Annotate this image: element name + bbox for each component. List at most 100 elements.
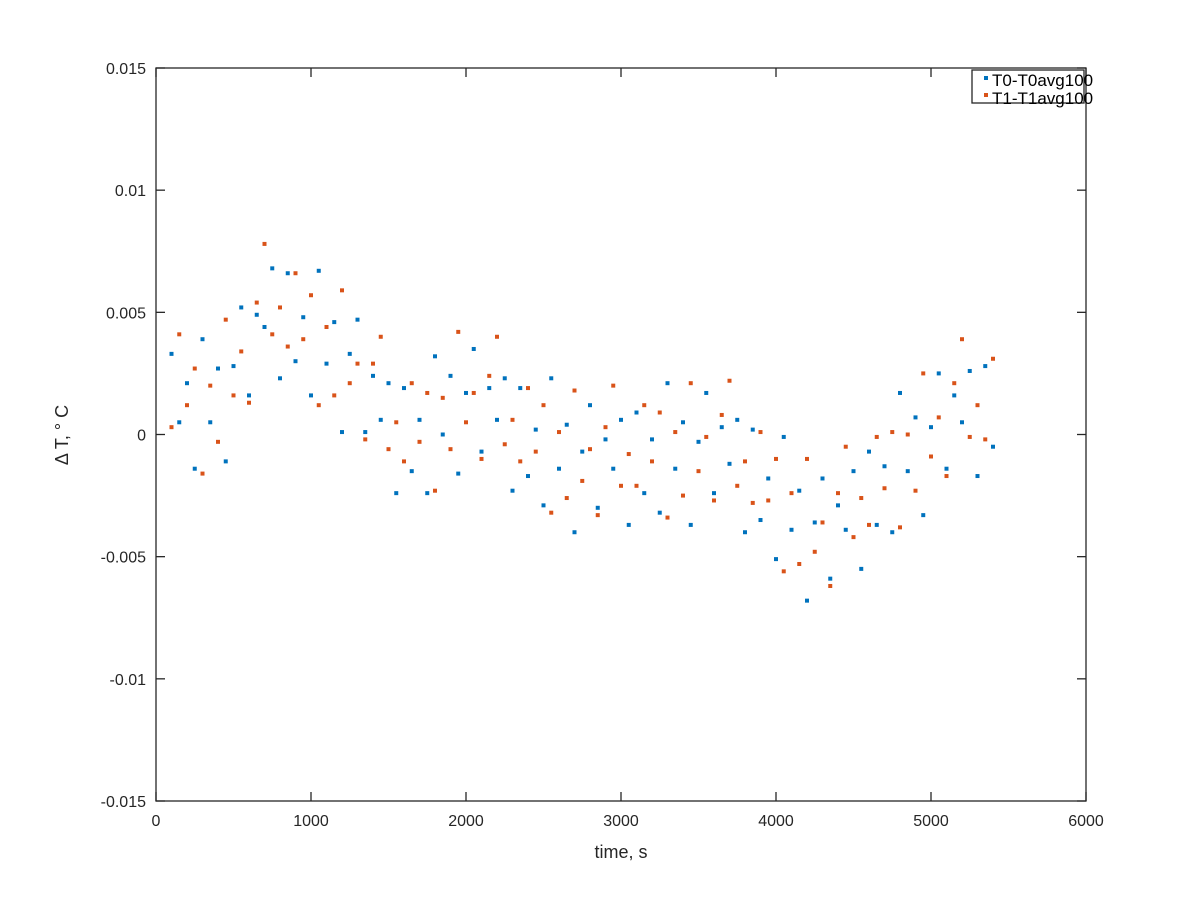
x-tick-label: 1000: [293, 813, 329, 830]
data-point: [347, 351, 352, 356]
data-point: [402, 459, 406, 464]
data-point: [409, 381, 414, 386]
data-point: [417, 439, 422, 444]
data-point: [502, 376, 507, 381]
data-point: [727, 378, 732, 383]
data-point: [440, 432, 445, 437]
data-point: [526, 474, 530, 479]
data-point: [223, 317, 228, 322]
data-point: [479, 456, 484, 461]
data-point: [425, 491, 430, 496]
data-point: [851, 469, 856, 474]
legend-marker-t0: [984, 76, 988, 80]
data-point: [200, 471, 205, 476]
data-point: [394, 420, 399, 425]
data-point: [464, 420, 468, 425]
data-point: [921, 513, 926, 518]
data-point: [750, 427, 755, 432]
data-point: [859, 496, 864, 501]
y-tick-label: 0.005: [106, 305, 146, 322]
data-point: [588, 403, 592, 408]
data-point: [805, 456, 809, 461]
y-tick-label: 0.015: [106, 61, 146, 78]
data-point: [595, 505, 600, 510]
data-point: [681, 420, 685, 425]
data-point: [735, 417, 740, 422]
data-point: [619, 483, 623, 488]
data-point: [549, 510, 554, 515]
legend-marker-t1: [984, 93, 988, 97]
data-point: [626, 452, 631, 457]
data-point: [332, 320, 337, 325]
x-tick-label: 5000: [913, 813, 949, 830]
data-point: [363, 437, 368, 442]
data-point: [386, 381, 391, 386]
data-point: [502, 442, 507, 447]
data-point: [487, 373, 492, 378]
data-point: [200, 337, 205, 342]
data-point: [797, 561, 802, 566]
axes-box: [155, 67, 1087, 802]
data-point: [936, 415, 941, 420]
data-point: [309, 293, 313, 298]
data-point: [983, 437, 988, 442]
data-point: [495, 334, 499, 339]
data-point: [433, 488, 437, 493]
data-point: [254, 312, 259, 317]
data-point: [890, 530, 895, 535]
data-point: [309, 393, 313, 398]
data-point: [673, 430, 678, 435]
legend[interactable]: T0-T0avg100 T1-T1avg100: [971, 69, 1093, 108]
data-point: [247, 400, 251, 405]
data-point: [169, 351, 174, 356]
data-point: [533, 449, 538, 454]
data-point: [688, 381, 693, 386]
data-point: [526, 386, 530, 391]
data-point: [572, 388, 577, 393]
data-point: [564, 496, 569, 501]
data-point: [247, 393, 251, 398]
data-point: [867, 449, 871, 454]
data-point: [301, 315, 306, 320]
data-point: [456, 329, 461, 334]
data-point: [216, 366, 220, 371]
data-point: [177, 332, 182, 337]
data-point: [510, 488, 515, 493]
x-tick-label: 0: [152, 813, 161, 830]
data-point: [340, 430, 344, 435]
data-point: [471, 390, 476, 395]
data-point: [619, 417, 623, 422]
data-point: [828, 576, 833, 581]
data-point: [270, 266, 275, 271]
data-point: [293, 271, 298, 276]
data-point: [355, 317, 360, 322]
data-point: [285, 344, 290, 349]
data-point: [905, 469, 910, 474]
data-point: [347, 381, 352, 386]
data-point: [518, 459, 523, 464]
data-point: [316, 268, 321, 273]
data-point: [557, 430, 561, 435]
data-point: [642, 491, 647, 496]
data-point: [688, 522, 693, 527]
data-point: [177, 420, 182, 425]
data-point: [557, 466, 561, 471]
x-tick-label: 6000: [1068, 813, 1104, 830]
data-point: [409, 469, 414, 474]
data-point: [471, 346, 476, 351]
data-point: [913, 415, 918, 420]
data-point: [781, 569, 786, 574]
data-point: [774, 557, 778, 562]
data-point: [657, 510, 662, 515]
data-point: [797, 488, 802, 493]
data-point: [580, 449, 585, 454]
data-point: [921, 371, 926, 376]
data-point: [967, 434, 972, 439]
data-point: [216, 439, 220, 444]
data-point: [960, 420, 964, 425]
data-point: [867, 522, 871, 527]
data-point: [394, 491, 399, 496]
data-point: [766, 498, 771, 503]
data-point: [192, 366, 197, 371]
